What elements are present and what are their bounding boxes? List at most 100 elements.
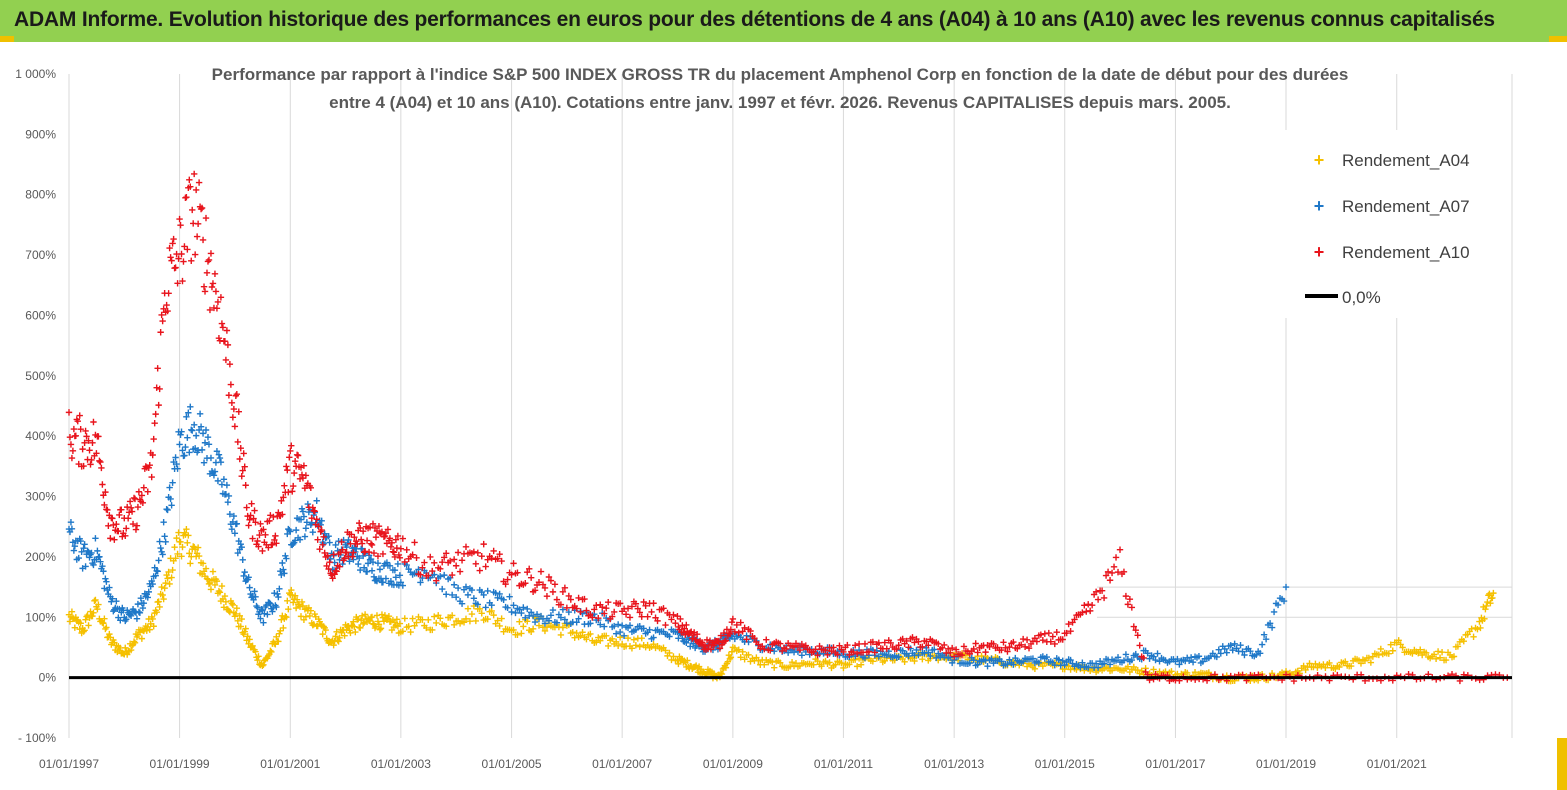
y-tick-label: 800%: [25, 188, 56, 202]
data-point: [218, 320, 226, 327]
data-point: [177, 431, 184, 438]
data-point: [287, 447, 294, 455]
data-point: [124, 503, 131, 511]
data-point: [915, 638, 922, 645]
data-point: [450, 621, 458, 628]
data-point: [205, 256, 213, 264]
data-point: [179, 543, 186, 551]
data-point: [640, 625, 647, 632]
x-tick-label: 01/01/2013: [924, 757, 984, 771]
data-point: [211, 468, 219, 475]
data-point: [482, 563, 489, 570]
y-tick-label: 900%: [25, 127, 56, 141]
data-point: [1487, 600, 1494, 607]
data-point: [1184, 669, 1191, 677]
data-point: [726, 655, 734, 662]
data-point: [1474, 625, 1481, 633]
data-point: [357, 536, 365, 543]
data-point: [231, 423, 239, 430]
data-point: [158, 583, 165, 591]
data-point: [1100, 594, 1108, 602]
data-point: [207, 454, 215, 462]
data-point: [857, 661, 865, 668]
data-point: [87, 461, 94, 468]
data-point: [378, 528, 386, 535]
data-point: [715, 637, 723, 645]
data-point: [984, 663, 991, 670]
data-point: [367, 540, 375, 547]
data-point: [575, 594, 582, 602]
data-point: [1470, 633, 1477, 640]
data-point: [375, 522, 383, 530]
data-point: [1049, 633, 1056, 640]
data-point: [751, 635, 758, 642]
data-point: [1059, 636, 1066, 643]
data-point: [462, 615, 470, 623]
data-point: [218, 582, 226, 590]
data-point: [365, 548, 373, 556]
data-point: [1081, 602, 1088, 609]
data-point: [240, 572, 247, 580]
data-point: [251, 507, 258, 514]
data-point: [199, 430, 207, 437]
data-point: [522, 580, 529, 587]
data-point: [320, 540, 327, 547]
data-point: [391, 566, 399, 574]
data-point: [1043, 653, 1051, 661]
data-point: [670, 611, 677, 619]
data-point: [70, 425, 78, 433]
data-point: [233, 391, 241, 398]
data-point: [230, 405, 238, 413]
data-point: [429, 567, 436, 575]
data-point: [184, 539, 191, 547]
data-point: [233, 605, 241, 612]
data-point: [601, 610, 608, 617]
data-point: [134, 600, 142, 608]
data-point: [508, 608, 515, 616]
data-point: [642, 602, 649, 610]
data-point: [241, 568, 248, 576]
data-point: [243, 637, 250, 644]
data-point: [480, 540, 487, 548]
data-point: [229, 601, 237, 609]
data-point: [923, 638, 930, 645]
data-point: [911, 657, 918, 665]
data-point: [290, 482, 297, 490]
data-point: [66, 618, 74, 625]
data-point: [288, 586, 295, 594]
data-point: [496, 551, 503, 558]
data-point: [470, 548, 478, 556]
data-point: [246, 516, 253, 523]
data-point: [583, 607, 590, 614]
data-point: [126, 498, 134, 505]
data-point: [571, 634, 578, 641]
data-point: [798, 652, 806, 659]
data-point: [283, 463, 290, 470]
data-point: [413, 619, 420, 626]
data-point: [541, 620, 549, 627]
data-point: [1460, 638, 1467, 645]
data-point: [533, 611, 541, 618]
data-point: [185, 409, 192, 416]
data-point: [360, 564, 368, 571]
data-point: [1237, 642, 1244, 649]
data-point: [183, 526, 190, 533]
data-point: [601, 623, 608, 630]
data-point: [149, 451, 156, 459]
data-point: [970, 656, 977, 664]
chart-title-line-2: entre 4 (A04) et 10 ans (A10). Cotations…: [329, 93, 1231, 112]
data-point: [246, 636, 253, 643]
data-point: [1280, 597, 1288, 605]
report-title: ADAM Informe. Evolution historique des p…: [14, 8, 1495, 31]
data-point: [347, 629, 354, 637]
data-point: [1274, 601, 1282, 609]
data-point: [234, 549, 242, 557]
data-point: [739, 648, 746, 656]
data-point: [1120, 657, 1128, 664]
data-point: [1247, 647, 1254, 655]
data-point: [727, 626, 735, 633]
data-point: [235, 408, 242, 415]
data-point: [853, 663, 861, 670]
data-point: [134, 503, 142, 511]
